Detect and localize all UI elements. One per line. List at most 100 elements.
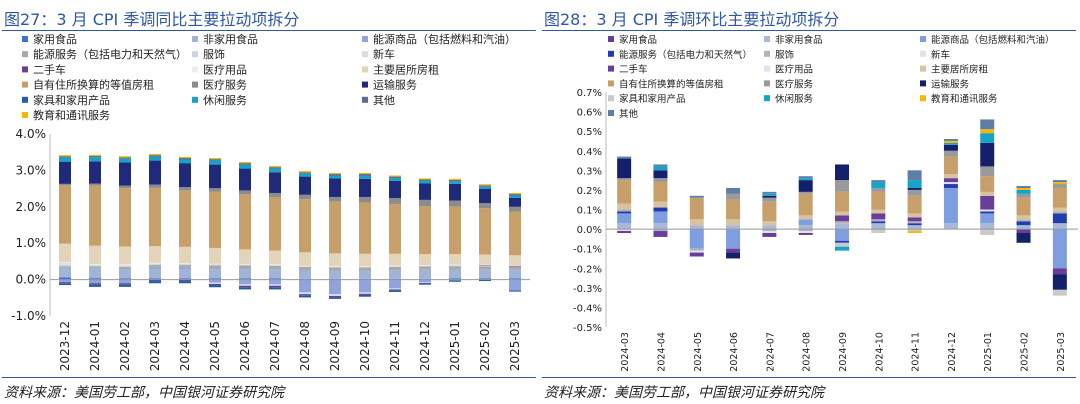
bar-segment bbox=[907, 229, 922, 232]
bar-segment bbox=[329, 266, 341, 268]
bar-segment bbox=[119, 157, 131, 159]
bar-stack bbox=[1016, 186, 1031, 243]
legend-label: 二手车 bbox=[33, 62, 66, 76]
legend-swatch bbox=[764, 50, 770, 57]
bar-segment bbox=[389, 180, 401, 199]
legend-item: 家具和家用产品 bbox=[608, 93, 686, 105]
bar-segment bbox=[419, 254, 431, 266]
bar-segment bbox=[89, 263, 101, 265]
bar-segment bbox=[980, 129, 995, 134]
bar-segment bbox=[239, 249, 251, 264]
legend-label: 教育和通讯服务 bbox=[33, 108, 110, 122]
bar-segment bbox=[980, 211, 995, 214]
legend-item: 能源服务（包括电力和天然气） bbox=[608, 49, 752, 61]
bar-segment bbox=[509, 278, 521, 280]
legend-label: 能源商品（包括燃料和汽油） bbox=[931, 34, 1055, 46]
legend-swatch bbox=[192, 51, 198, 58]
bar-segment bbox=[299, 295, 311, 298]
y-tick-label: 3.0% bbox=[16, 163, 47, 177]
legend-item: 自有住所换算的等值房租 bbox=[608, 78, 724, 90]
bar-segment bbox=[1052, 182, 1067, 185]
bar-stack bbox=[299, 171, 311, 298]
bar-segment bbox=[1016, 193, 1031, 198]
bar-segment bbox=[449, 206, 461, 255]
bar-segment bbox=[689, 197, 704, 220]
bar-segment bbox=[299, 266, 311, 267]
stacked-bar-chart-mom: 家用食品 非家用食品 能源商品（包括燃料和汽油） 能源服务（包括电力和天然气） 服饰 新车… bbox=[573, 34, 1078, 372]
bar-segment bbox=[179, 187, 191, 191]
bar-segment bbox=[509, 266, 521, 270]
bar-segment bbox=[509, 265, 521, 266]
y-tick-label: -1.0% bbox=[11, 309, 46, 323]
bar-segment bbox=[943, 144, 958, 151]
bar-segment bbox=[1052, 207, 1067, 212]
legend-label: 非家用食品 bbox=[775, 34, 823, 46]
bar-segment bbox=[943, 178, 958, 183]
bar-stack bbox=[419, 178, 431, 285]
legend-item: 家用食品 bbox=[22, 32, 77, 46]
bar-segment bbox=[726, 252, 741, 259]
legend-item: 医疗用品 bbox=[192, 62, 247, 76]
legend-swatch bbox=[22, 112, 28, 118]
bar-segment bbox=[907, 170, 922, 181]
bar-segment bbox=[479, 208, 491, 255]
bar-segment bbox=[89, 183, 101, 186]
legend-item: 医疗服务 bbox=[764, 78, 814, 90]
bar-segment bbox=[59, 264, 71, 267]
bar-segment bbox=[59, 267, 71, 278]
y-axis: -0.5% -0.4% -0.3% -0.2% -0.1% 0.0% 0.1% 0.2% 0.3… bbox=[573, 88, 607, 334]
bar-segment bbox=[149, 263, 161, 265]
bar-segment bbox=[617, 180, 632, 204]
bar-segment bbox=[59, 157, 71, 162]
bar-segment bbox=[269, 168, 281, 173]
x-tick-label: 2024-07 bbox=[765, 332, 776, 372]
legend-swatch bbox=[920, 80, 926, 87]
legend-item: 家具和家用产品 bbox=[22, 93, 110, 107]
bar-segment bbox=[119, 269, 131, 279]
bar-segment bbox=[269, 167, 281, 169]
legend-label: 非家用食品 bbox=[203, 32, 258, 46]
bar-segment bbox=[907, 221, 922, 224]
bar-segment bbox=[329, 270, 341, 279]
bar-segment bbox=[980, 176, 995, 192]
bar-segment bbox=[329, 253, 341, 267]
bar-segment bbox=[449, 200, 461, 207]
bar-segment bbox=[479, 269, 491, 279]
bar-segment bbox=[269, 264, 281, 266]
bar-segment bbox=[89, 279, 101, 284]
y-tick-label: 0.3% bbox=[577, 166, 602, 177]
bar-segment bbox=[1016, 229, 1031, 233]
bar-segment bbox=[239, 284, 251, 286]
legend-label: 服饰 bbox=[775, 49, 794, 61]
bar-stack bbox=[359, 172, 371, 297]
bar-segment bbox=[980, 209, 995, 212]
bar-segment bbox=[943, 156, 958, 175]
legend-label: 自有住所换算的等值房租 bbox=[33, 78, 154, 92]
bar-segment bbox=[359, 267, 371, 271]
bar-stack bbox=[943, 139, 958, 230]
bar-segment bbox=[389, 288, 401, 290]
bar-segment bbox=[449, 278, 461, 280]
legend-swatch bbox=[764, 65, 770, 72]
bar-segment bbox=[59, 185, 71, 244]
bar-segment bbox=[419, 183, 431, 200]
bar-segment bbox=[329, 196, 341, 202]
legend-label: 家具和家用产品 bbox=[33, 93, 110, 107]
legend-label: 服饰 bbox=[203, 47, 225, 61]
legend-swatch bbox=[362, 36, 368, 42]
legend-label: 主要居所房租 bbox=[373, 63, 439, 76]
title-rule bbox=[2, 30, 536, 31]
bar-segment bbox=[653, 164, 668, 167]
bar-segment bbox=[479, 184, 491, 186]
bar-stack bbox=[653, 164, 668, 237]
bar-segment bbox=[726, 248, 741, 253]
bar-segment bbox=[149, 187, 161, 247]
bar-segment bbox=[449, 269, 461, 270]
legend-item: 主要居所房租 bbox=[362, 63, 439, 76]
bar-segment bbox=[149, 262, 161, 264]
bar-segment bbox=[479, 278, 491, 280]
bar-segment bbox=[299, 173, 311, 177]
bar-segment bbox=[239, 164, 251, 169]
legend-item: 二手车 bbox=[22, 62, 66, 76]
x-tick-label: 2024-12 bbox=[947, 332, 958, 372]
